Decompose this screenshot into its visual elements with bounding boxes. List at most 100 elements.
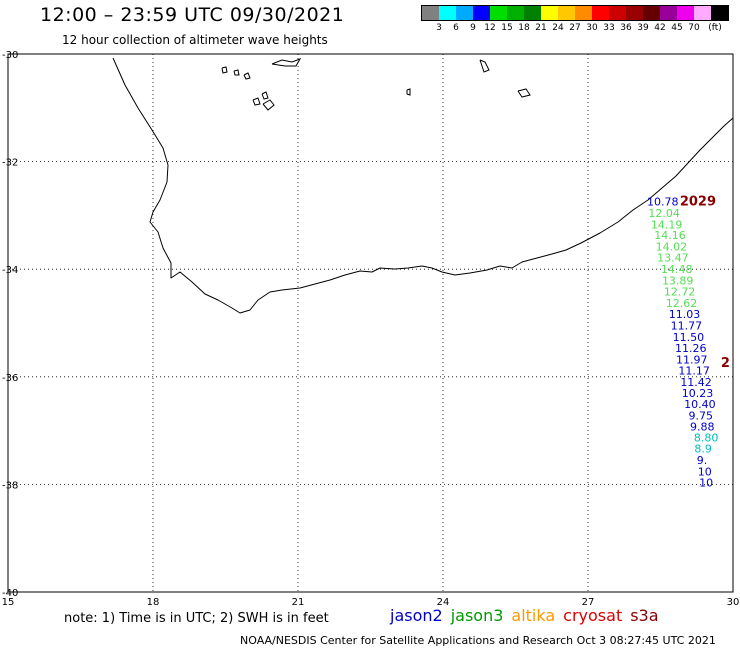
wave-height-value: 12.72 [664, 286, 696, 299]
graticule [7, 53, 734, 593]
wave-height-value: 14.19 [651, 218, 683, 231]
latitude-tick-label: -34 [2, 265, 18, 276]
wave-height-value: 8.80 [694, 431, 719, 444]
latitude-tick-label: -38 [2, 480, 18, 491]
color-scale-label: 24 [552, 23, 564, 33]
color-swatch [609, 6, 626, 20]
longitude-tick-label: 27 [582, 597, 595, 608]
longitude-tick-label: 15 [2, 597, 15, 608]
page-title: 12:00 – 23:59 UTC 09/30/2021 [40, 4, 345, 26]
color-scale-label: 33 [603, 23, 615, 33]
island-coastline [233, 69, 240, 76]
color-scale-label: 6 [453, 23, 459, 33]
wave-height-value: 13.89 [662, 274, 694, 287]
color-scale-label: 36 [620, 23, 632, 33]
wave-height-value: 14.48 [661, 263, 693, 276]
color-swatch [711, 6, 728, 20]
color-scale-label: 3 [436, 23, 442, 33]
credit-line: NOAA/NESDIS Center for Satellite Applica… [240, 634, 716, 647]
wave-height-value: 9.75 [689, 409, 714, 422]
pass-time-label: 2 [721, 356, 730, 371]
latitude-tick-label: -40 [2, 588, 18, 599]
wave-height-value: 11.17 [678, 365, 710, 378]
island-coastline [271, 58, 302, 67]
color-swatch [490, 6, 507, 20]
longitude-tick-label: 24 [437, 597, 450, 608]
wave-height-value: 11.03 [669, 308, 701, 321]
coastline [112, 57, 734, 314]
wave-height-value: 14.16 [654, 229, 686, 242]
color-scale-label: 30 [586, 23, 598, 33]
wave-height-observations: 10.7812.0414.1914.1614.0213.4714.4813.89… [647, 195, 730, 490]
footer-note: note: 1) Time is in UTC; 2) SWH is in fe… [64, 611, 329, 626]
color-scale-label: 45 [671, 23, 683, 33]
wave-height-value: 11.50 [673, 331, 705, 344]
color-swatch [643, 6, 660, 20]
map-frame [7, 53, 734, 593]
island-coastline [252, 97, 261, 106]
pass-time-label: 2029 [680, 195, 716, 210]
island-coastline [517, 88, 531, 98]
color-swatch [694, 6, 711, 20]
wave-height-value: 11.97 [676, 353, 708, 366]
latitude-tick-label: -32 [2, 158, 18, 169]
island-coastline [261, 91, 269, 100]
color-scale-label: 39 [637, 23, 649, 33]
satellite-legend-entry: jason3 [450, 606, 504, 625]
color-swatch [626, 6, 643, 20]
color-scale-label: 42 [654, 23, 666, 33]
color-scale-label: 27 [569, 23, 581, 33]
latitude-tick-label: -30 [2, 50, 18, 61]
island-coastline [262, 99, 275, 111]
island-coastline [243, 72, 251, 80]
legend-unit: (ft) [708, 23, 722, 33]
wave-height-value: 11.77 [671, 319, 703, 332]
color-swatch [541, 6, 558, 20]
longitude-tick-label: 21 [292, 597, 305, 608]
color-swatch [456, 6, 473, 20]
color-scale-label: 70 [688, 23, 700, 33]
color-swatch [507, 6, 524, 20]
mainland-coastline [112, 57, 734, 314]
wave-height-value: 9. [697, 454, 708, 467]
wave-height-value: 10 [698, 465, 712, 478]
wave-height-value: 14.02 [656, 240, 688, 253]
longitude-tick-label: 30 [727, 597, 740, 608]
color-scale-label: 12 [484, 23, 496, 33]
wave-height-value: 10.40 [684, 398, 716, 411]
island-coastline [406, 88, 411, 96]
wave-height-value: 11.26 [675, 342, 707, 355]
color-scale-label: 15 [501, 23, 513, 33]
color-swatch [575, 6, 592, 20]
page-subtitle: 12 hour collection of altimeter wave hei… [62, 33, 328, 47]
wave-height-value: 13.47 [657, 252, 689, 265]
wave-height-value: 11.42 [680, 376, 712, 389]
color-swatch [422, 6, 439, 20]
wave-height-value: 12.62 [666, 297, 698, 310]
color-scale-label: 18 [518, 23, 530, 33]
color-swatch [592, 6, 609, 20]
wave-height-value: 9.88 [690, 421, 715, 434]
satellite-legend-entry: cryosat [563, 606, 623, 625]
color-scale-label: 9 [470, 23, 476, 33]
satellite-legend: jason2 jason3 altika cryosat s3a [390, 606, 667, 625]
satellite-legend-entry: altika [511, 606, 556, 625]
island-coastline [221, 66, 228, 74]
color-swatch [677, 6, 694, 20]
color-swatch [660, 6, 677, 20]
wave-height-value: 10.78 [647, 196, 679, 209]
color-swatch [473, 6, 490, 20]
longitude-tick-label: 18 [147, 597, 160, 608]
wave-height-value: 8.9 [694, 443, 712, 456]
wave-height-value: 10 [699, 477, 713, 490]
color-swatch [524, 6, 541, 20]
wave-height-value: 10.23 [682, 387, 714, 400]
satellite-legend-entry: jason2 [390, 606, 443, 625]
wave-height-color-legend: (ft) 3 6 9 12 15 18 21 24 27 30 33 36 39 42 45 70 [421, 5, 729, 39]
color-scale-labels: (ft) 3 6 9 12 15 18 21 24 27 30 33 36 39 42 45 70 [421, 21, 729, 35]
color-scale-label: 21 [535, 23, 547, 33]
color-swatch [439, 6, 456, 20]
color-swatch [558, 6, 575, 20]
